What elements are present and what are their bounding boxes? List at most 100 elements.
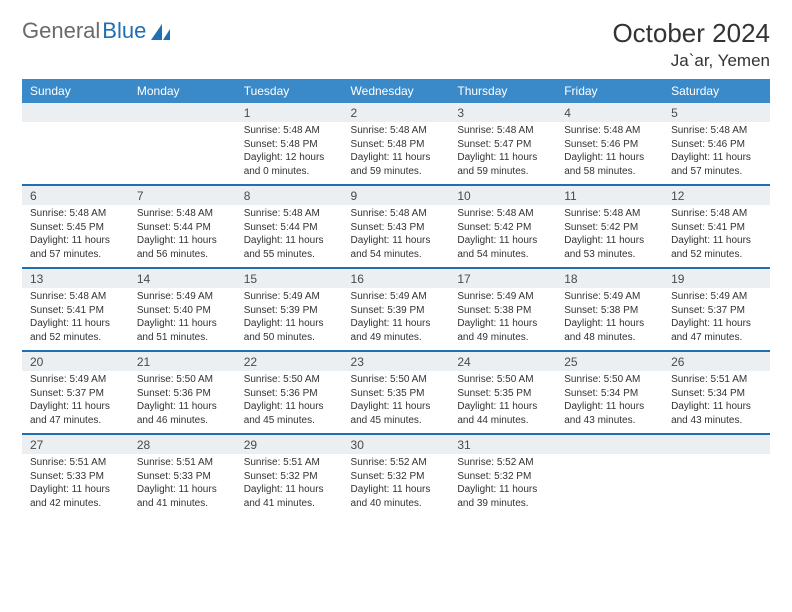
calendar: Sunday Monday Tuesday Wednesday Thursday…	[22, 79, 770, 516]
sunrise-text: Sunrise: 5:48 AM	[457, 124, 548, 138]
logo-text-2: Blue	[102, 18, 146, 44]
sunset-text: Sunset: 5:34 PM	[564, 387, 655, 401]
sunrise-text: Sunrise: 5:48 AM	[30, 207, 121, 221]
day-number: 28	[129, 434, 236, 454]
daylight-text: Daylight: 11 hours and 45 minutes.	[351, 400, 442, 427]
daylight-text: Daylight: 11 hours and 59 minutes.	[351, 151, 442, 178]
sunrise-text: Sunrise: 5:50 AM	[137, 373, 228, 387]
sunrise-text: Sunrise: 5:51 AM	[30, 456, 121, 470]
day-cell: Sunrise: 5:48 AMSunset: 5:47 PMDaylight:…	[449, 122, 556, 185]
header: GeneralBlue October 2024 Ja`ar, Yemen	[22, 18, 770, 71]
daylight-text: Daylight: 11 hours and 42 minutes.	[30, 483, 121, 510]
sunset-text: Sunset: 5:33 PM	[137, 470, 228, 484]
month-title: October 2024	[612, 18, 770, 49]
sunset-text: Sunset: 5:32 PM	[244, 470, 335, 484]
day-number: 26	[663, 351, 770, 371]
day-cell	[556, 454, 663, 516]
sunset-text: Sunset: 5:35 PM	[351, 387, 442, 401]
sunset-text: Sunset: 5:48 PM	[351, 138, 442, 152]
week-number-row: 20212223242526	[22, 351, 770, 371]
sunrise-text: Sunrise: 5:49 AM	[564, 290, 655, 304]
sunset-text: Sunset: 5:40 PM	[137, 304, 228, 318]
day-number: 6	[22, 185, 129, 205]
daylight-text: Daylight: 11 hours and 43 minutes.	[671, 400, 762, 427]
sunrise-text: Sunrise: 5:48 AM	[137, 207, 228, 221]
sunrise-text: Sunrise: 5:51 AM	[671, 373, 762, 387]
sunset-text: Sunset: 5:38 PM	[564, 304, 655, 318]
sunset-text: Sunset: 5:37 PM	[30, 387, 121, 401]
daylight-text: Daylight: 11 hours and 51 minutes.	[137, 317, 228, 344]
day-header: Wednesday	[343, 79, 450, 103]
sunset-text: Sunset: 5:36 PM	[137, 387, 228, 401]
daylight-text: Daylight: 11 hours and 54 minutes.	[457, 234, 548, 261]
day-number	[556, 434, 663, 454]
day-cell: Sunrise: 5:48 AMSunset: 5:41 PMDaylight:…	[22, 288, 129, 351]
day-cell: Sunrise: 5:49 AMSunset: 5:39 PMDaylight:…	[236, 288, 343, 351]
sunrise-text: Sunrise: 5:48 AM	[351, 207, 442, 221]
day-cell: Sunrise: 5:52 AMSunset: 5:32 PMDaylight:…	[343, 454, 450, 516]
day-header: Tuesday	[236, 79, 343, 103]
daylight-text: Daylight: 11 hours and 55 minutes.	[244, 234, 335, 261]
daylight-text: Daylight: 11 hours and 57 minutes.	[30, 234, 121, 261]
daylight-text: Daylight: 11 hours and 43 minutes.	[564, 400, 655, 427]
daylight-text: Daylight: 11 hours and 59 minutes.	[457, 151, 548, 178]
day-cell: Sunrise: 5:50 AMSunset: 5:34 PMDaylight:…	[556, 371, 663, 434]
sunrise-text: Sunrise: 5:50 AM	[244, 373, 335, 387]
sunrise-text: Sunrise: 5:49 AM	[671, 290, 762, 304]
day-number: 23	[343, 351, 450, 371]
day-cell: Sunrise: 5:51 AMSunset: 5:34 PMDaylight:…	[663, 371, 770, 434]
week-number-row: 13141516171819	[22, 268, 770, 288]
daylight-text: Daylight: 11 hours and 48 minutes.	[564, 317, 655, 344]
day-number: 24	[449, 351, 556, 371]
day-number: 3	[449, 103, 556, 122]
sunset-text: Sunset: 5:46 PM	[671, 138, 762, 152]
sunrise-text: Sunrise: 5:48 AM	[457, 207, 548, 221]
daylight-text: Daylight: 12 hours and 0 minutes.	[244, 151, 335, 178]
day-cell: Sunrise: 5:48 AMSunset: 5:42 PMDaylight:…	[556, 205, 663, 268]
day-number: 18	[556, 268, 663, 288]
day-number: 25	[556, 351, 663, 371]
day-number: 8	[236, 185, 343, 205]
sunset-text: Sunset: 5:41 PM	[671, 221, 762, 235]
day-number	[22, 103, 129, 122]
sunset-text: Sunset: 5:39 PM	[244, 304, 335, 318]
daylight-text: Daylight: 11 hours and 52 minutes.	[30, 317, 121, 344]
sunset-text: Sunset: 5:42 PM	[564, 221, 655, 235]
day-cell: Sunrise: 5:50 AMSunset: 5:35 PMDaylight:…	[449, 371, 556, 434]
sunrise-text: Sunrise: 5:49 AM	[244, 290, 335, 304]
sunrise-text: Sunrise: 5:48 AM	[564, 124, 655, 138]
day-cell: Sunrise: 5:50 AMSunset: 5:35 PMDaylight:…	[343, 371, 450, 434]
day-number: 17	[449, 268, 556, 288]
sunset-text: Sunset: 5:38 PM	[457, 304, 548, 318]
daylight-text: Daylight: 11 hours and 47 minutes.	[671, 317, 762, 344]
sunset-text: Sunset: 5:41 PM	[30, 304, 121, 318]
day-number: 21	[129, 351, 236, 371]
day-cell: Sunrise: 5:51 AMSunset: 5:32 PMDaylight:…	[236, 454, 343, 516]
sunset-text: Sunset: 5:35 PM	[457, 387, 548, 401]
day-number	[663, 434, 770, 454]
week-data-row: Sunrise: 5:48 AMSunset: 5:48 PMDaylight:…	[22, 122, 770, 185]
day-number: 9	[343, 185, 450, 205]
day-cell: Sunrise: 5:48 AMSunset: 5:46 PMDaylight:…	[556, 122, 663, 185]
day-number: 10	[449, 185, 556, 205]
day-number: 30	[343, 434, 450, 454]
day-number: 22	[236, 351, 343, 371]
day-number: 5	[663, 103, 770, 122]
sunset-text: Sunset: 5:43 PM	[351, 221, 442, 235]
day-header-row: Sunday Monday Tuesday Wednesday Thursday…	[22, 79, 770, 103]
sunset-text: Sunset: 5:47 PM	[457, 138, 548, 152]
day-header: Monday	[129, 79, 236, 103]
day-number: 29	[236, 434, 343, 454]
day-cell: Sunrise: 5:48 AMSunset: 5:48 PMDaylight:…	[236, 122, 343, 185]
daylight-text: Daylight: 11 hours and 47 minutes.	[30, 400, 121, 427]
day-number: 31	[449, 434, 556, 454]
daylight-text: Daylight: 11 hours and 40 minutes.	[351, 483, 442, 510]
day-cell: Sunrise: 5:50 AMSunset: 5:36 PMDaylight:…	[236, 371, 343, 434]
sunrise-text: Sunrise: 5:48 AM	[351, 124, 442, 138]
day-cell: Sunrise: 5:48 AMSunset: 5:41 PMDaylight:…	[663, 205, 770, 268]
day-number: 19	[663, 268, 770, 288]
day-cell: Sunrise: 5:49 AMSunset: 5:37 PMDaylight:…	[22, 371, 129, 434]
sunrise-text: Sunrise: 5:50 AM	[457, 373, 548, 387]
daylight-text: Daylight: 11 hours and 57 minutes.	[671, 151, 762, 178]
day-number: 16	[343, 268, 450, 288]
